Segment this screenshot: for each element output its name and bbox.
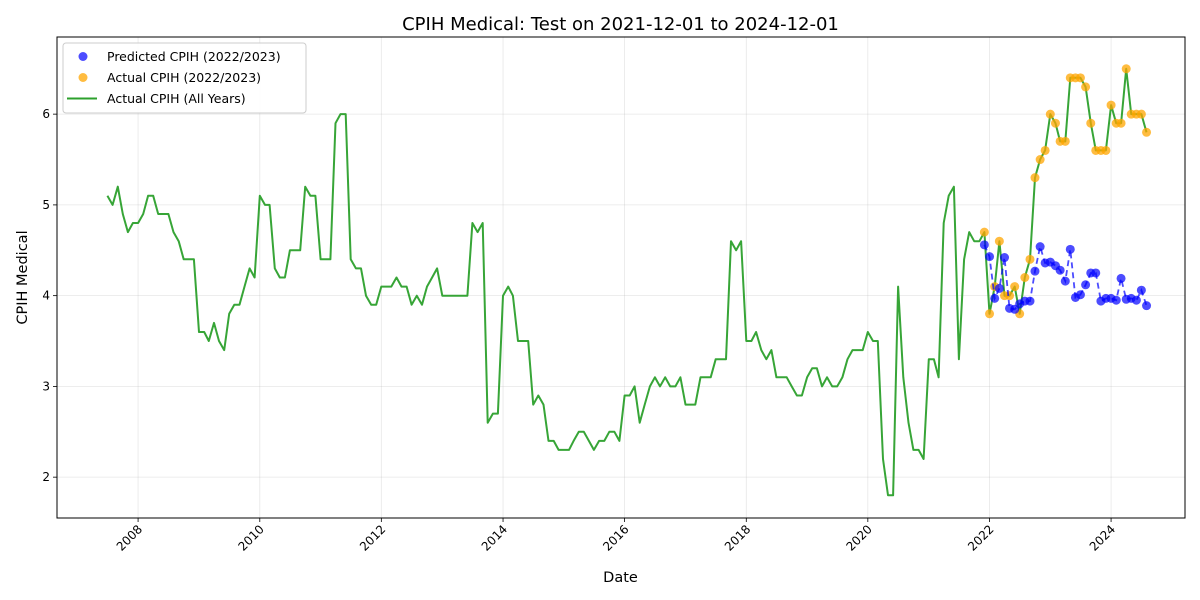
actual-point [1081,82,1091,92]
actual-point [1075,73,1085,83]
plot-series [106,64,1152,497]
actual-point [1045,109,1055,119]
predicted-point [1030,266,1040,276]
actual-point [1101,145,1111,155]
actual-point [1136,109,1146,119]
predicted-point [1075,290,1085,300]
actual-point [985,309,995,319]
grid-lines [57,37,1185,518]
legend-label-predicted: Predicted CPIH (2022/2023) [107,49,281,64]
actual-point [1106,100,1116,110]
actual-point [979,227,989,237]
predicted-point [1091,268,1101,278]
legend: Predicted CPIH (2022/2023) Actual CPIH (… [62,42,307,114]
predicted-point [1116,273,1126,283]
predicted-point [994,283,1004,293]
actual-point [1121,64,1131,74]
predicted-point [1111,295,1121,305]
actual-point [1005,291,1015,301]
actual-point [1030,173,1040,183]
chart-title: CPIH Medical: Test on 2021-12-01 to 2024… [402,14,839,35]
predicted-point [1142,301,1152,311]
actual-point [1086,118,1096,128]
predicted-point [1055,265,1065,275]
legend-label-actual-points: Actual CPIH (2022/2023) [107,70,261,85]
legend-marker-predicted [78,52,88,61]
predicted-point [1136,285,1146,295]
y-axis-ticks: 2 3 4 5 6 [42,107,57,484]
legend-box [62,42,307,114]
y-tick-label: 5 [42,198,50,212]
actual-point [1142,127,1152,137]
actual-point [994,236,1004,246]
predicted-point [985,252,995,262]
predicted-point [1000,253,1010,263]
predicted-point [979,240,989,250]
x-axis-title: Date [603,570,638,586]
actual-point [1035,155,1045,165]
y-tick-label: 6 [42,107,50,121]
actual-point [1020,273,1030,282]
actual-point [1025,254,1035,264]
actual-point [1116,118,1126,128]
actual-all-years-line [106,67,1148,497]
predicted-point [1081,280,1091,290]
actual-point [1010,282,1020,292]
predicted-point [990,293,1000,303]
predicted-point [1035,242,1045,252]
legend-marker-actual-points [78,73,88,82]
y-tick-label: 3 [42,379,50,393]
predicted-point [1065,244,1075,254]
plot-area-frame [56,36,1186,519]
y-tick-label: 4 [42,289,50,303]
legend-label-actual-all: Actual CPIH (All Years) [107,91,246,106]
actual-point [1060,136,1070,146]
y-tick-label: 2 [42,470,50,484]
predicted-point [1060,276,1070,286]
predicted-point [1025,296,1035,306]
y-axis-title: CPIH Medical [15,230,31,324]
actual-point [1040,145,1050,155]
actual-point [1050,118,1060,128]
predicted-point [1131,295,1141,305]
